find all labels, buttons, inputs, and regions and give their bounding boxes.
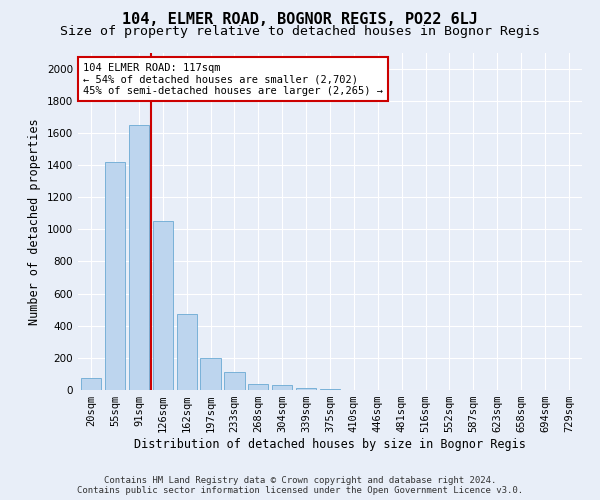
Bar xyxy=(272,385,292,390)
Bar xyxy=(200,358,221,390)
Bar xyxy=(320,389,340,390)
X-axis label: Distribution of detached houses by size in Bognor Regis: Distribution of detached houses by size … xyxy=(134,438,526,451)
Bar xyxy=(248,384,268,390)
Bar xyxy=(105,162,125,390)
Text: Size of property relative to detached houses in Bognor Regis: Size of property relative to detached ho… xyxy=(60,25,540,38)
Text: 104, ELMER ROAD, BOGNOR REGIS, PO22 6LJ: 104, ELMER ROAD, BOGNOR REGIS, PO22 6LJ xyxy=(122,12,478,28)
Text: 104 ELMER ROAD: 117sqm
← 54% of detached houses are smaller (2,702)
45% of semi-: 104 ELMER ROAD: 117sqm ← 54% of detached… xyxy=(83,62,383,96)
Bar xyxy=(296,388,316,390)
Bar xyxy=(224,372,245,390)
Bar xyxy=(129,125,149,390)
Bar xyxy=(176,314,197,390)
Y-axis label: Number of detached properties: Number of detached properties xyxy=(28,118,41,324)
Bar xyxy=(152,221,173,390)
Text: Contains HM Land Registry data © Crown copyright and database right 2024.
Contai: Contains HM Land Registry data © Crown c… xyxy=(77,476,523,495)
Bar xyxy=(81,378,101,390)
